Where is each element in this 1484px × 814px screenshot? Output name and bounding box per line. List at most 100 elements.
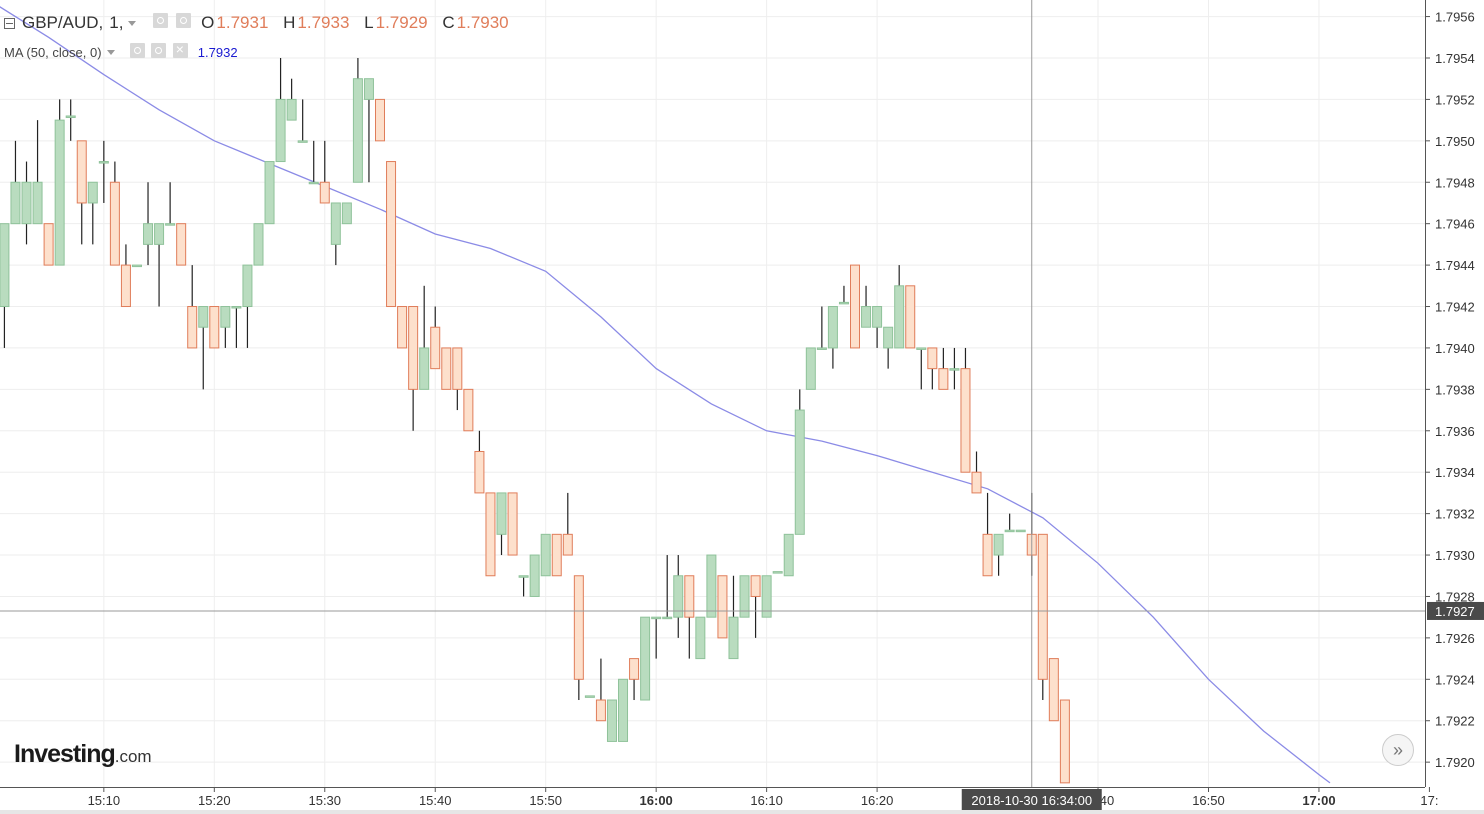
chevron-down-icon[interactable]	[106, 49, 115, 55]
symbol-controls	[150, 13, 192, 33]
candle	[264, 161, 275, 225]
candle	[794, 389, 805, 535]
time-tick-label: 15:20	[198, 793, 231, 808]
candle-body	[209, 306, 220, 349]
candle	[761, 575, 772, 618]
candle-body	[805, 347, 816, 390]
price-axis[interactable]: 1.7956 1.7954 1.7952 1.7950 1.7948 1.7946 1.79…	[1425, 0, 1484, 814]
price-tick-label: 1.7956	[1435, 10, 1475, 25]
indicator-value: 1.7932	[197, 44, 238, 60]
candle-body	[507, 492, 518, 556]
price-axis-panel	[1425, 0, 1484, 814]
candle	[21, 161, 32, 245]
scroll-to-latest-button[interactable]: »	[1382, 734, 1414, 766]
candle	[529, 554, 540, 597]
candle-body	[76, 140, 87, 204]
candle-body	[772, 571, 783, 574]
candle	[474, 430, 485, 494]
price-tick-label: 1.7952	[1435, 92, 1475, 107]
candle-body	[584, 695, 595, 698]
candle-body	[905, 285, 916, 349]
candle-body	[341, 202, 352, 225]
candle-body	[0, 223, 10, 308]
price-tick-label: 1.7920	[1435, 755, 1475, 770]
close-icon[interactable]	[172, 41, 188, 58]
candle-body	[352, 78, 363, 183]
candle-body	[242, 264, 253, 308]
candle	[673, 555, 684, 638]
candle-body	[595, 699, 606, 722]
candle-body	[640, 616, 651, 701]
candle	[651, 616, 662, 659]
candle	[750, 575, 761, 638]
candle-body	[684, 575, 695, 618]
candle	[65, 99, 76, 141]
eye-icon[interactable]	[129, 43, 145, 58]
candle-body	[21, 181, 32, 225]
investing-logo[interactable]: Investing.com	[14, 740, 152, 769]
candle	[10, 140, 21, 225]
candle-body	[397, 306, 408, 349]
candle-body	[297, 140, 308, 143]
time-tick-label: 15:30	[308, 793, 341, 808]
candle-body	[220, 306, 231, 328]
candle	[772, 571, 783, 574]
candle	[1059, 699, 1070, 784]
candle	[540, 533, 551, 577]
high-value: 1.7933	[297, 13, 350, 32]
gear-icon[interactable]	[151, 43, 167, 58]
candle	[131, 264, 142, 268]
candle	[938, 347, 949, 390]
high-key: H	[283, 13, 296, 32]
candle-body	[938, 368, 949, 390]
candle-body	[286, 98, 297, 121]
candle	[861, 285, 872, 328]
candle	[176, 223, 187, 266]
eye-icon[interactable]	[153, 13, 169, 28]
time-tick-label: 16:00	[640, 793, 673, 808]
candle-body	[651, 616, 662, 620]
candle	[883, 326, 894, 369]
candle	[0, 223, 10, 348]
interval-label: 1,	[109, 13, 124, 32]
price-tick-label: 1.7930	[1435, 548, 1475, 563]
candle	[684, 575, 695, 659]
candle	[330, 202, 341, 266]
candle	[32, 120, 43, 225]
candle	[518, 575, 529, 597]
candle-body	[993, 533, 1004, 556]
candle-body	[1004, 529, 1015, 533]
candle	[971, 451, 982, 494]
price-tick-label: 1.7946	[1435, 217, 1475, 232]
candle-body	[231, 306, 242, 309]
indicator-legend: MA (50, close, 0) 1.7932	[4, 41, 238, 61]
chevron-down-icon[interactable]	[128, 20, 137, 26]
candle	[120, 244, 131, 308]
candle-body	[98, 161, 109, 164]
candle	[308, 140, 319, 185]
time-axis[interactable]: 15:10 15:20 15:30 15:40 15:50 16:00 16:10 16:20…	[0, 787, 1484, 814]
candle	[419, 285, 430, 390]
candle	[838, 285, 849, 305]
candle	[286, 78, 297, 121]
candle	[872, 306, 883, 348]
candle-body	[330, 202, 341, 245]
candle-body	[850, 264, 860, 349]
indicator-controls	[127, 41, 188, 61]
candle-body	[717, 575, 728, 639]
crosshair-time-label: 2018-10-30 16:34:00	[971, 793, 1092, 808]
logo-domain: .com	[114, 747, 152, 766]
price-tick-label: 1.7938	[1435, 382, 1475, 397]
candle-body	[794, 409, 805, 535]
time-tick-label: 15:40	[419, 793, 452, 808]
candle	[927, 347, 938, 390]
gear-icon[interactable]	[176, 13, 192, 28]
open-key: O	[201, 13, 215, 32]
candle	[209, 306, 220, 349]
candle	[993, 533, 1004, 576]
candle	[143, 182, 154, 266]
candle-body	[109, 181, 120, 266]
collapse-icon[interactable]	[4, 17, 15, 29]
price-tick-label: 1.7926	[1435, 631, 1475, 646]
